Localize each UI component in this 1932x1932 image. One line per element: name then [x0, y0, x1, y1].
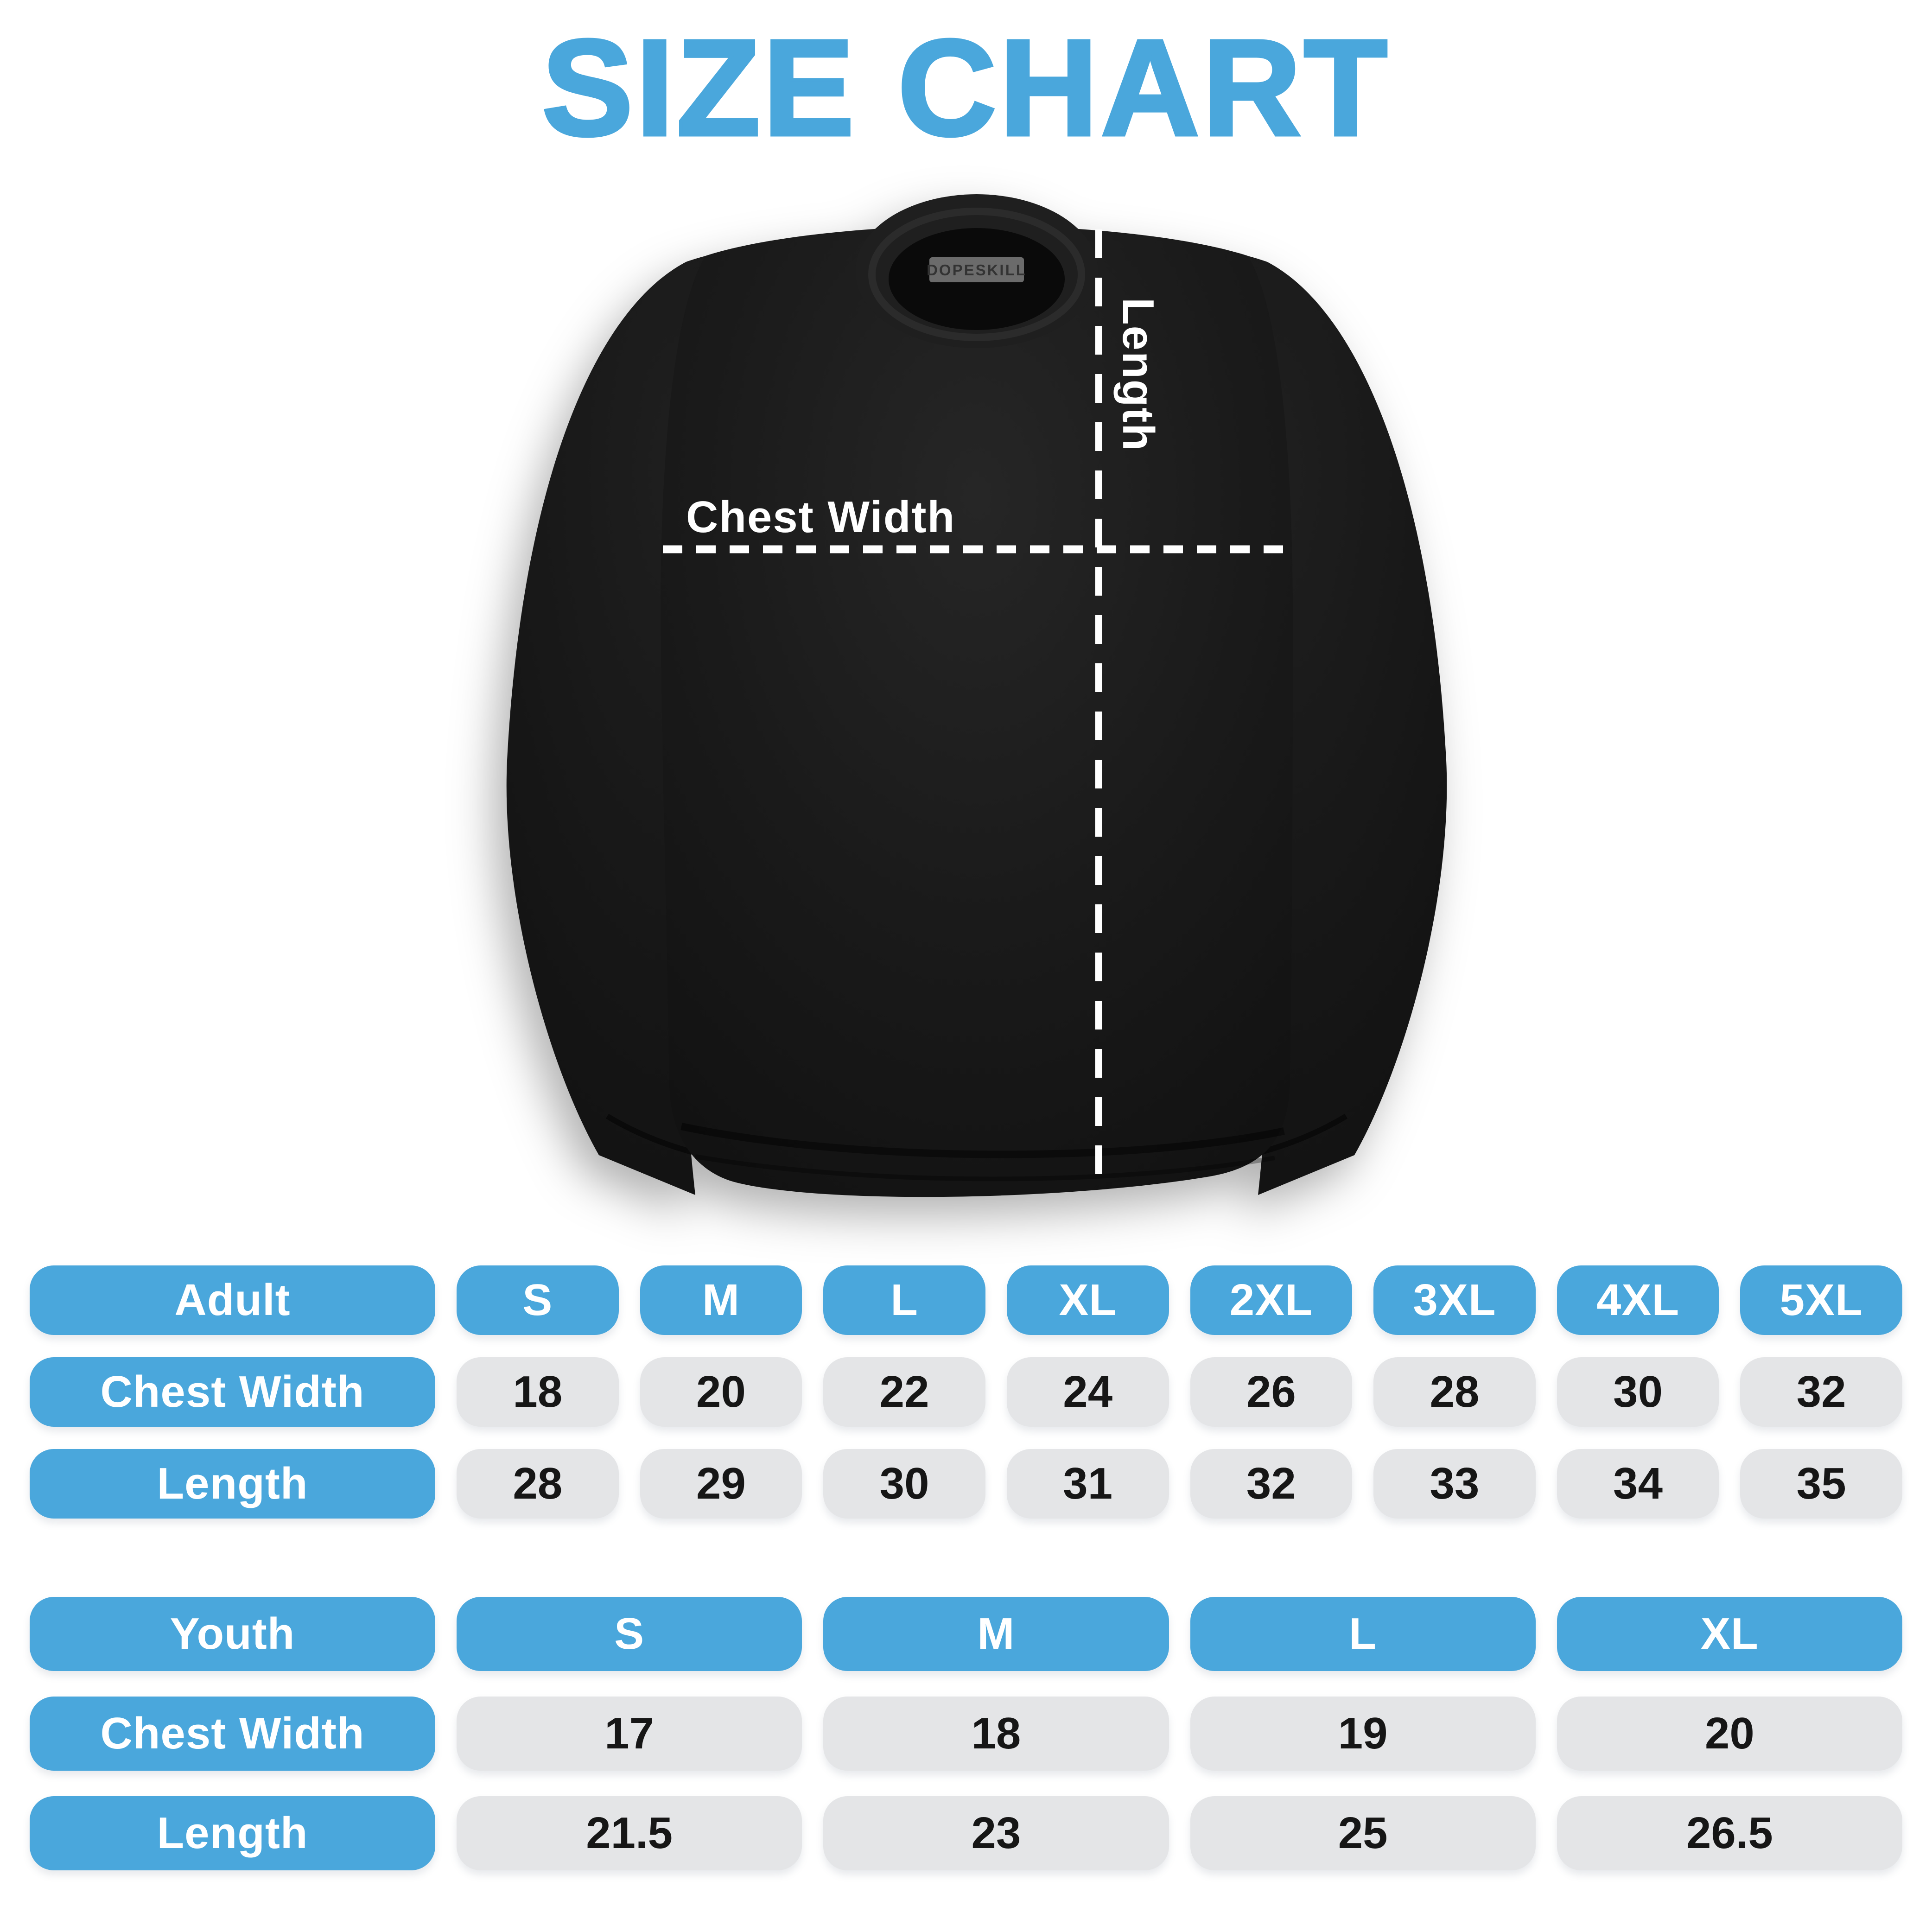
row-label-chest-width: Chest Width: [30, 1697, 435, 1771]
length-value-cell: 30: [823, 1449, 985, 1519]
chest-width-value-cell: 32: [1740, 1357, 1902, 1427]
shirt-right-sleeve: [1088, 232, 1447, 1195]
chest-width-value-cell: 20: [1557, 1697, 1902, 1771]
youth-table-header: Youth: [30, 1597, 435, 1671]
length-value-cell: 35: [1740, 1449, 1902, 1519]
length-value-cell: 29: [640, 1449, 802, 1519]
page-title: SIZE CHART: [540, 11, 1390, 164]
brand-label-box: [929, 257, 1024, 282]
row-label-length: Length: [30, 1796, 435, 1870]
row-label-length: Length: [30, 1449, 435, 1519]
size-header-cell: 3XL: [1373, 1265, 1536, 1335]
size-header-cell: L: [1190, 1597, 1536, 1671]
size-header-cell: XL: [1557, 1597, 1902, 1671]
chest-width-value-cell: 26: [1190, 1357, 1353, 1427]
chest-width-value-cell: 17: [457, 1697, 802, 1771]
size-header-cell: M: [823, 1597, 1169, 1671]
shirt-body: [661, 225, 1293, 1197]
size-tables: Adult S M L XL 2XL 3XL 4XL 5XL Chest Wid…: [30, 1265, 1902, 1870]
size-header-cell: XL: [1006, 1265, 1169, 1335]
shirt-graphic: DOPESKILL Chest Width Length: [506, 194, 1447, 1197]
chest-width-value-cell: 18: [823, 1697, 1169, 1771]
hem-fold-2: [695, 1154, 1275, 1182]
chest-width-value-cell: 28: [1373, 1357, 1536, 1427]
length-value-cell: 33: [1373, 1449, 1536, 1519]
chest-width-value-cell: 18: [457, 1357, 619, 1427]
length-value-cell: 34: [1557, 1449, 1719, 1519]
adult-table-header: Adult: [30, 1265, 435, 1335]
chest-width-value-cell: 24: [1006, 1357, 1169, 1427]
chest-width-value-cell: 30: [1557, 1357, 1719, 1427]
size-header-cell: M: [640, 1265, 802, 1335]
shirt-left-sleeve: [506, 232, 865, 1195]
chest-width-value-cell: 19: [1190, 1697, 1536, 1771]
size-header-cell: S: [457, 1597, 802, 1671]
adult-size-table: Adult S M L XL 2XL 3XL 4XL 5XL Chest Wid…: [30, 1265, 1902, 1519]
length-value-cell: 26.5: [1557, 1796, 1902, 1870]
size-header-cell: 2XL: [1190, 1265, 1353, 1335]
length-value-cell: 25: [1190, 1796, 1536, 1870]
size-header-cell: S: [457, 1265, 619, 1335]
brand-label: DOPESKILL: [927, 261, 1027, 279]
length-value-cell: 23: [823, 1796, 1169, 1870]
length-value-cell: 28: [457, 1449, 619, 1519]
length-value-cell: 21.5: [457, 1796, 802, 1870]
chest-width-value-cell: 22: [823, 1357, 985, 1427]
hem-fold: [680, 1123, 1285, 1158]
row-label-chest-width: Chest Width: [30, 1357, 435, 1427]
collar-rib: [868, 208, 1085, 341]
length-value-cell: 31: [1006, 1449, 1169, 1519]
size-header-cell: 4XL: [1557, 1265, 1719, 1335]
size-header-cell: L: [823, 1265, 985, 1335]
length-label: Length: [1113, 298, 1163, 451]
youth-size-table: Youth S M L XL Chest Width 17 18 19 20 L…: [30, 1597, 1902, 1870]
size-header-cell: 5XL: [1740, 1265, 1902, 1335]
shirt-measurement-diagram: DOPESKILL Chest Width Length: [477, 185, 1488, 1272]
chest-width-value-cell: 20: [640, 1357, 802, 1427]
chest-width-label: Chest Width: [686, 492, 955, 542]
length-value-cell: 32: [1190, 1449, 1353, 1519]
